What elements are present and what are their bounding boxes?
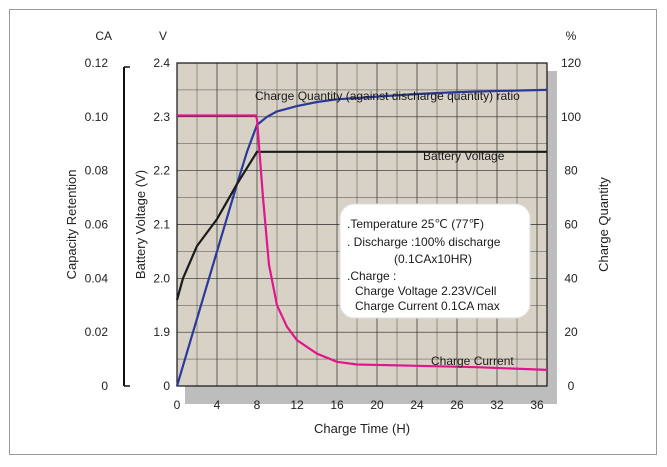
annotation-line-temperature: .Temperature 25℃ (77℉) xyxy=(347,217,484,231)
voltage-tick-label: 2.4 xyxy=(153,56,170,70)
quantity-axis-ticks: 0 20 40 60 80 100 120 xyxy=(561,56,581,393)
capacity-tick-label: 0.12 xyxy=(85,56,109,70)
voltage-tick-label: 2.2 xyxy=(153,164,170,178)
capacity-axis-ticks: 0 0.02 0.04 0.06 0.08 0.10 0.12 xyxy=(85,56,130,393)
capacity-tick-label: 0.10 xyxy=(85,110,109,124)
voltage-tick-label: 2.3 xyxy=(153,110,170,124)
series-label-charge-quantity-ratio: Charge Quantity (against discharge quant… xyxy=(255,89,520,103)
series-layer xyxy=(175,88,548,387)
series-line-2 xyxy=(177,114,548,371)
capacity-tick-label: 0.08 xyxy=(85,164,109,178)
x-tick-label: 12 xyxy=(290,398,304,412)
quantity-axis-title: Charge Quantity xyxy=(596,177,611,272)
capacity-tick-label: 0 xyxy=(101,379,108,393)
quantity-tick-label: 60 xyxy=(564,218,578,232)
x-axis-title: Charge Time (H) xyxy=(314,421,410,436)
chart-svg: Charge Quantity (against discharge quant… xyxy=(64,29,611,436)
voltage-tick-label: 0 xyxy=(163,379,170,393)
voltage-tick-label: 2.0 xyxy=(153,271,170,285)
voltage-axis-title: Battery Voltage (V) xyxy=(133,170,148,279)
capacity-axis-title: Capacity Retention xyxy=(64,170,79,280)
quantity-tick-label: 0 xyxy=(568,379,575,393)
capacity-tick-label: 0.04 xyxy=(85,271,109,285)
capacity-tick-label: 0.02 xyxy=(85,325,109,339)
quantity-tick-label: 120 xyxy=(561,56,581,70)
series-line-1 xyxy=(175,150,547,301)
x-tick-label: 8 xyxy=(254,398,261,412)
x-tick-label: 4 xyxy=(214,398,221,412)
x-tick-label: 32 xyxy=(490,398,504,412)
quantity-tick-label: 20 xyxy=(564,325,578,339)
x-axis-ticks: 0 4 8 12 16 20 24 26 32 36 xyxy=(174,398,544,412)
series-label-charge-current: Charge Current xyxy=(431,354,514,368)
quantity-tick-label: 80 xyxy=(564,164,578,178)
quantity-unit: % xyxy=(566,29,577,43)
x-tick-label: 16 xyxy=(330,398,344,412)
annotation-line-charge: .Charge : xyxy=(347,269,396,283)
annotation-line-charge-current: Charge Current 0.1CA max xyxy=(355,299,500,313)
annotation-box xyxy=(339,203,531,319)
x-tick-label: 36 xyxy=(530,398,544,412)
chart-frame: Charge Quantity (against discharge quant… xyxy=(9,9,657,455)
plot-border xyxy=(176,62,548,387)
annotation-line-discharge: . Discharge :100% discharge xyxy=(347,235,501,249)
voltage-tick-label: 1.9 xyxy=(153,325,170,339)
annotation-line-charge-voltage: Charge Voltage 2.23V/Cell xyxy=(355,284,496,298)
voltage-tick-label: 2.1 xyxy=(153,218,170,232)
voltage-axis-ticks: 0 1.9 2.0 2.1 2.2 2.3 2.4 xyxy=(153,56,170,393)
capacity-tick-label: 0.06 xyxy=(85,218,109,232)
annotation-line-discharge-rate: (0.1CAx10HR) xyxy=(394,252,472,266)
quantity-tick-label: 40 xyxy=(564,271,578,285)
series-line-0 xyxy=(175,88,548,387)
series-label-battery-voltage: Battery Voltage xyxy=(423,149,505,163)
x-tick-label: 26 xyxy=(450,398,464,412)
quantity-tick-label: 100 xyxy=(561,110,581,124)
capacity-unit: CA xyxy=(95,29,112,43)
x-tick-label: 24 xyxy=(410,398,424,412)
x-tick-label: 20 xyxy=(370,398,384,412)
voltage-unit: V xyxy=(159,29,167,43)
x-tick-label: 0 xyxy=(174,398,181,412)
